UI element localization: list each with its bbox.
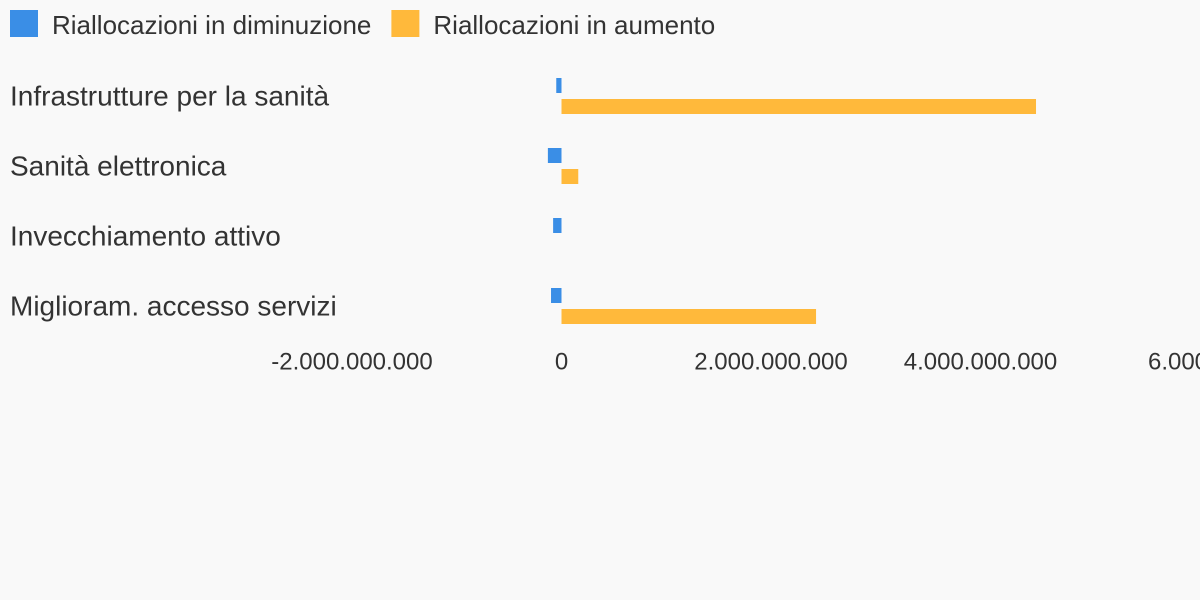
category-label: Infrastrutture per la sanità: [10, 80, 329, 111]
category-label: Sanità elettronica: [10, 150, 227, 181]
bar: [556, 78, 562, 93]
bar: [551, 288, 562, 303]
x-tick-label: 6.000…: [1148, 348, 1200, 375]
bar: [561, 309, 817, 324]
x-tick-label: 4.000.000.000: [904, 348, 1057, 375]
bar: [561, 99, 1037, 114]
legend-swatch: [10, 10, 38, 37]
category-label: Miglioram. accesso servizi: [10, 290, 337, 321]
x-tick-label: 0: [555, 348, 568, 375]
bar: [547, 148, 562, 163]
x-tick-label: 2.000.000.000: [694, 348, 847, 375]
bar: [561, 169, 579, 184]
legend-label: Riallocazioni in diminuzione: [52, 10, 371, 40]
legend-label: Riallocazioni in aumento: [433, 10, 715, 40]
category-label: Invecchiamento attivo: [10, 220, 281, 251]
x-tick-label: -2.000.000.000: [271, 348, 432, 375]
bar: [553, 218, 562, 233]
legend-swatch: [391, 10, 420, 37]
